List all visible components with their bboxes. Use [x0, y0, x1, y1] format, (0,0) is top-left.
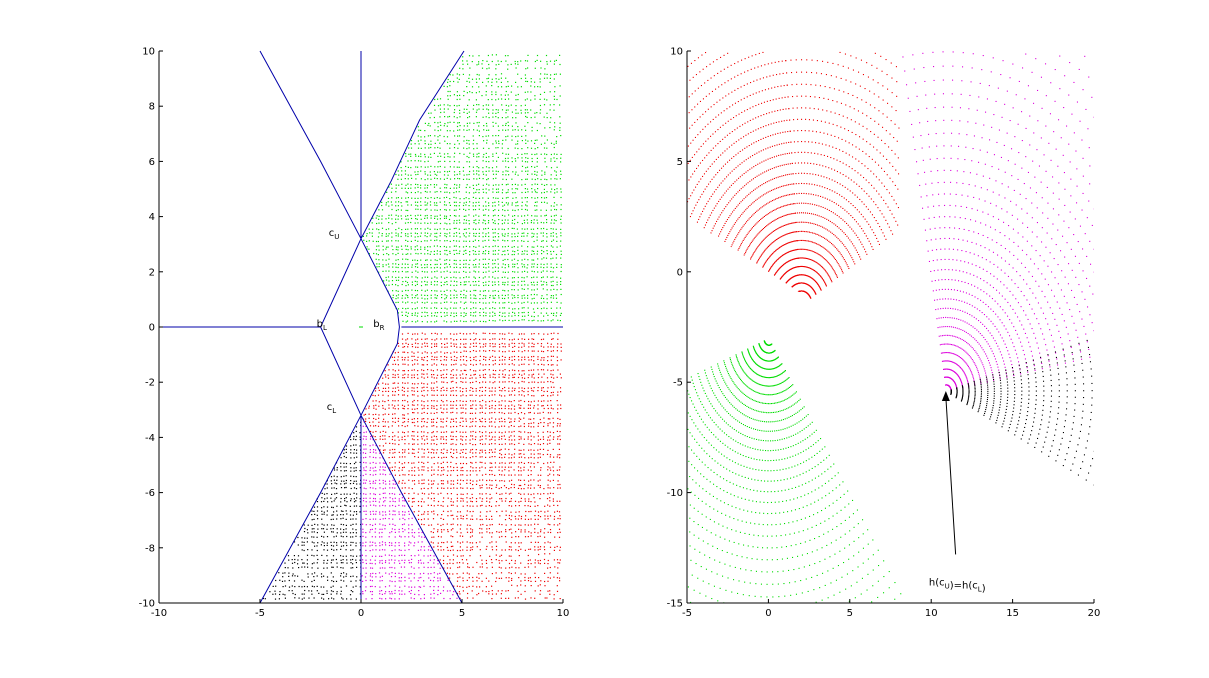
right-x-tick-label: 20: [1088, 608, 1101, 619]
annotation-label: h(cU)=h(cL): [929, 577, 986, 594]
point-label-br: bR: [373, 319, 384, 332]
left-y-tick-label: 2: [149, 267, 155, 278]
right-subplot: h(cU)=h(cL) -5 0 5 10 15 20 -15 -10 -5 0 5 10: [667, 47, 1101, 620]
left-annotations: cU bL bR cL: [317, 228, 385, 415]
annotation-arrow-line: [945, 397, 957, 555]
left-subplot: cU bL bR cL -10 -5 0 5 10 -10 -8 -6 -4 -2 0 2 4 6 8 10: [139, 47, 570, 620]
boundary-line: [360, 238, 400, 416]
left-y-tick-label: -8: [145, 543, 155, 554]
right-y-tick-label: -5: [673, 378, 683, 389]
left-y-tick-label: 8: [149, 102, 155, 113]
left-y-tick-label: 4: [149, 212, 155, 223]
left-region-dots: [262, 54, 562, 600]
right-x-tick-label: 10: [925, 608, 938, 619]
left-y-tick-label: -2: [145, 378, 155, 389]
point-label-cl: cL: [327, 402, 337, 415]
boundary-line: [259, 415, 362, 604]
right-x-tick-label: -5: [682, 608, 692, 619]
left-axes: -10 -5 0 5 10 -10 -8 -6 -4 -2 0 2 4 6 8 10: [139, 47, 570, 620]
right-rays-green: [687, 340, 902, 603]
left-x-tick-label: 10: [557, 608, 570, 619]
right-rays-red: [785, 51, 900, 299]
left-y-tick-label: 10: [142, 47, 155, 58]
left-region-red: [362, 332, 562, 600]
left-y-tick-label: -10: [139, 599, 155, 610]
right-y-tick-label: 10: [670, 47, 683, 58]
left-y-tick-label: -6: [145, 488, 155, 499]
left-x-tick-label: -10: [151, 608, 167, 619]
right-axes: -5 0 5 10 15 20 -15 -10 -5 0 5 10: [667, 47, 1101, 620]
right-y-tick-label: 5: [677, 157, 683, 168]
left-region-magenta: [361, 421, 458, 600]
left-region-green: [362, 54, 562, 323]
right-x-tick-label: 5: [847, 608, 853, 619]
right-y-tick-label: 0: [677, 267, 683, 278]
point-label-cu: cU: [329, 228, 340, 241]
boundary-line: [360, 50, 465, 239]
left-y-tick-label: -4: [145, 433, 155, 444]
right-rays-magenta: [902, 51, 1094, 391]
left-x-tick-label: 0: [358, 608, 364, 619]
boundary-line: [360, 415, 463, 604]
right-x-tick-label: 0: [765, 608, 771, 619]
boundary-line: [259, 50, 362, 239]
left-boundaries: [159, 50, 563, 604]
left-x-tick-label: -5: [255, 608, 265, 619]
right-rays-black: [950, 339, 1094, 486]
point-label-bl: bL: [317, 319, 327, 332]
right-y-tick-label: -15: [667, 599, 683, 610]
right-y-tick-label: -10: [667, 488, 683, 499]
left-y-tick-label: 6: [149, 157, 155, 168]
right-separator: [686, 217, 947, 392]
right-ray-dots: [687, 51, 1094, 603]
right-x-tick-label: 15: [1006, 608, 1019, 619]
left-x-tick-label: 5: [459, 608, 465, 619]
annotation-arrow-head: [941, 391, 950, 402]
left-y-tick-label: 0: [149, 323, 155, 334]
left-region-black: [262, 421, 362, 600]
